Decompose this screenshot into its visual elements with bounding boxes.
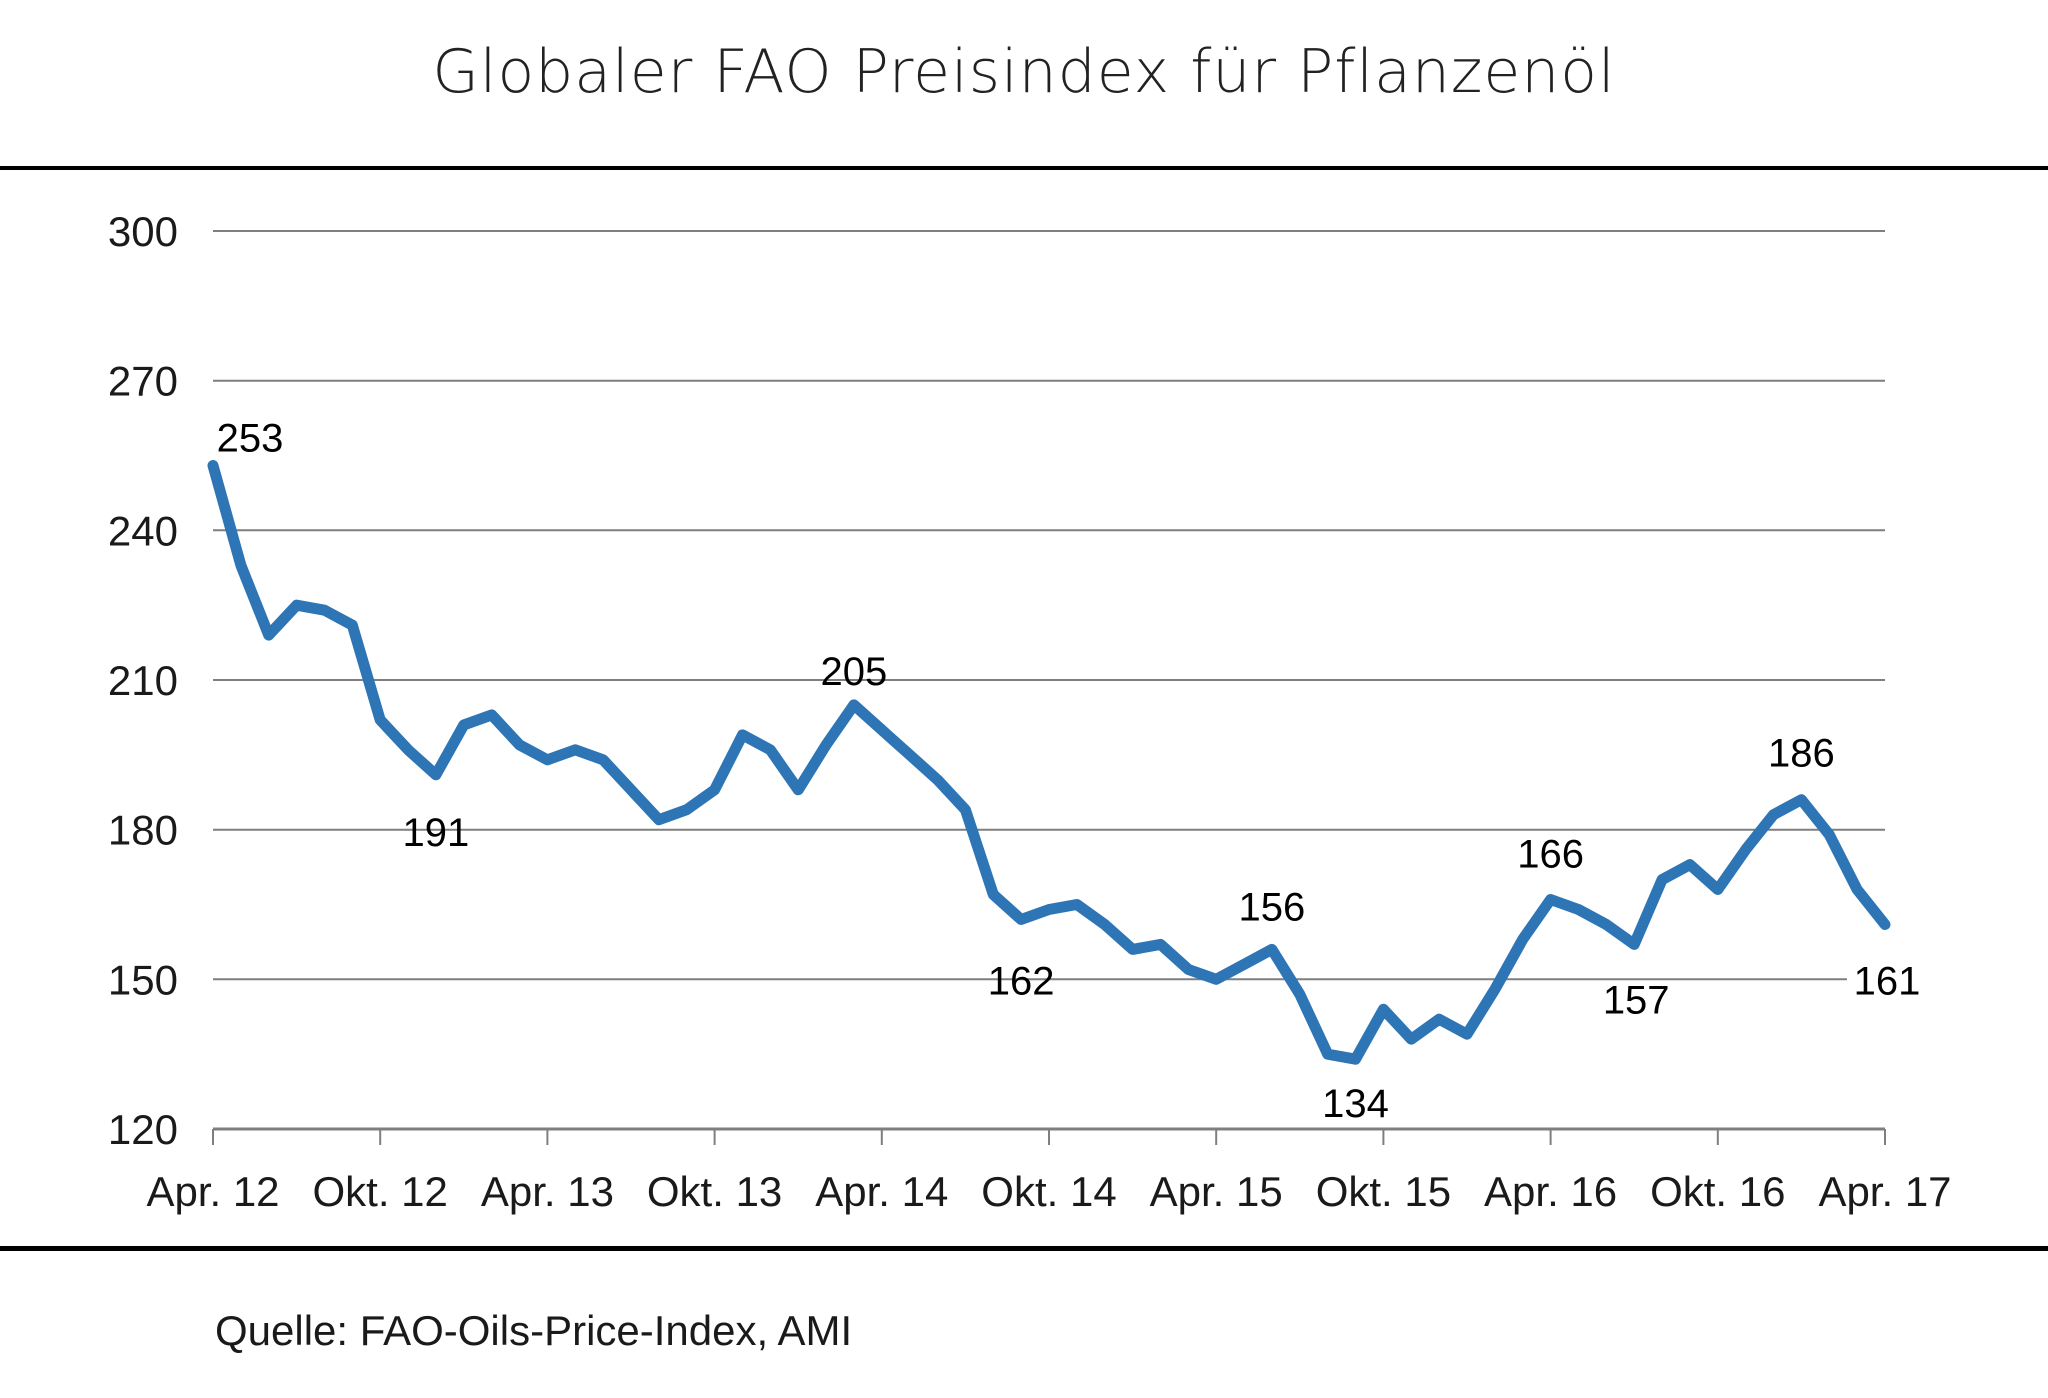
- y-axis-label: 120: [108, 1106, 178, 1153]
- x-axis-label: Apr. 13: [481, 1168, 614, 1215]
- x-axis-label: Okt. 13: [647, 1168, 782, 1215]
- data-label: 161: [1854, 960, 1921, 1004]
- x-axis-label: Okt. 14: [981, 1168, 1116, 1215]
- page-title: Globaler FAO Preisindex für Pflanzenöl: [432, 37, 1616, 107]
- y-axis-label: 150: [108, 956, 178, 1003]
- x-axis-label: Apr. 17: [1818, 1168, 1951, 1215]
- y-axis-label: 240: [108, 507, 178, 554]
- data-label: 186: [1768, 732, 1835, 776]
- y-axis-label: 180: [108, 807, 178, 854]
- x-axis-label: Okt. 16: [1650, 1168, 1785, 1215]
- x-axis-label: Okt. 12: [312, 1168, 447, 1215]
- data-label: 166: [1517, 833, 1584, 877]
- data-label: 134: [1322, 1082, 1389, 1126]
- price-line: [207, 460, 1891, 1065]
- y-axis-label: 300: [108, 208, 178, 255]
- data-label: 157: [1603, 978, 1670, 1022]
- data-label: 191: [403, 811, 470, 855]
- x-axis-label: Apr. 12: [146, 1168, 279, 1215]
- source-caption: Quelle: FAO-Oils-Price-Index, AMI: [215, 1307, 853, 1354]
- y-axis-label: 210: [108, 657, 178, 704]
- footer-divider: [0, 1246, 2048, 1251]
- y-axis-label: 270: [108, 358, 178, 405]
- x-axis-label: Apr. 15: [1150, 1168, 1283, 1215]
- data-label: 205: [821, 650, 888, 694]
- x-axis-label: Apr. 16: [1484, 1168, 1617, 1215]
- x-axis-label: Apr. 14: [815, 1168, 948, 1215]
- x-axis-label: Okt. 15: [1316, 1168, 1451, 1215]
- title-divider: [0, 166, 2048, 170]
- data-label: 162: [988, 960, 1055, 1004]
- data-label: 253: [217, 417, 284, 461]
- data-label: 156: [1239, 885, 1306, 929]
- data-label-background: [1847, 957, 1927, 1004]
